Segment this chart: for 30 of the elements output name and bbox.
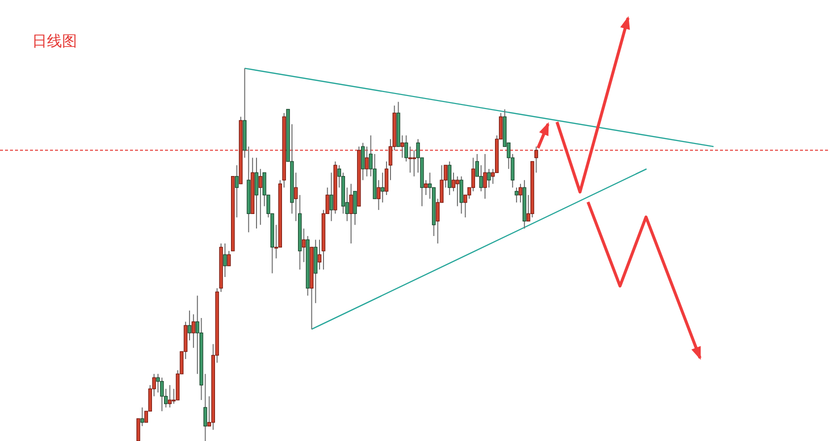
candlestick <box>361 142 365 181</box>
candlestick <box>160 377 164 412</box>
candlestick <box>234 164 239 218</box>
candlestick <box>168 384 172 408</box>
candlestick <box>136 418 140 441</box>
candlestick <box>400 134 404 158</box>
candlestick <box>223 242 227 278</box>
candlestick <box>460 176 464 214</box>
candlestick <box>254 157 258 230</box>
candlestick <box>471 157 476 192</box>
candlestick <box>188 310 192 341</box>
candlestick <box>456 176 460 207</box>
candlestick <box>483 154 487 200</box>
candlestick <box>203 373 208 441</box>
candlestick <box>424 180 428 196</box>
candlestick <box>408 146 412 174</box>
candlestick <box>349 183 353 244</box>
candlestick <box>514 187 518 203</box>
candlestick <box>380 172 384 203</box>
candlestick <box>479 164 483 192</box>
candlestick <box>258 168 262 226</box>
candlestick <box>302 228 306 263</box>
candlestick <box>330 172 334 222</box>
candlestick <box>294 172 298 222</box>
candlestick <box>448 160 452 196</box>
candlestick <box>192 314 196 348</box>
title: 日线图 <box>32 32 77 50</box>
candlestick <box>487 168 491 188</box>
candlestick <box>518 183 522 203</box>
candlestick <box>364 146 369 177</box>
